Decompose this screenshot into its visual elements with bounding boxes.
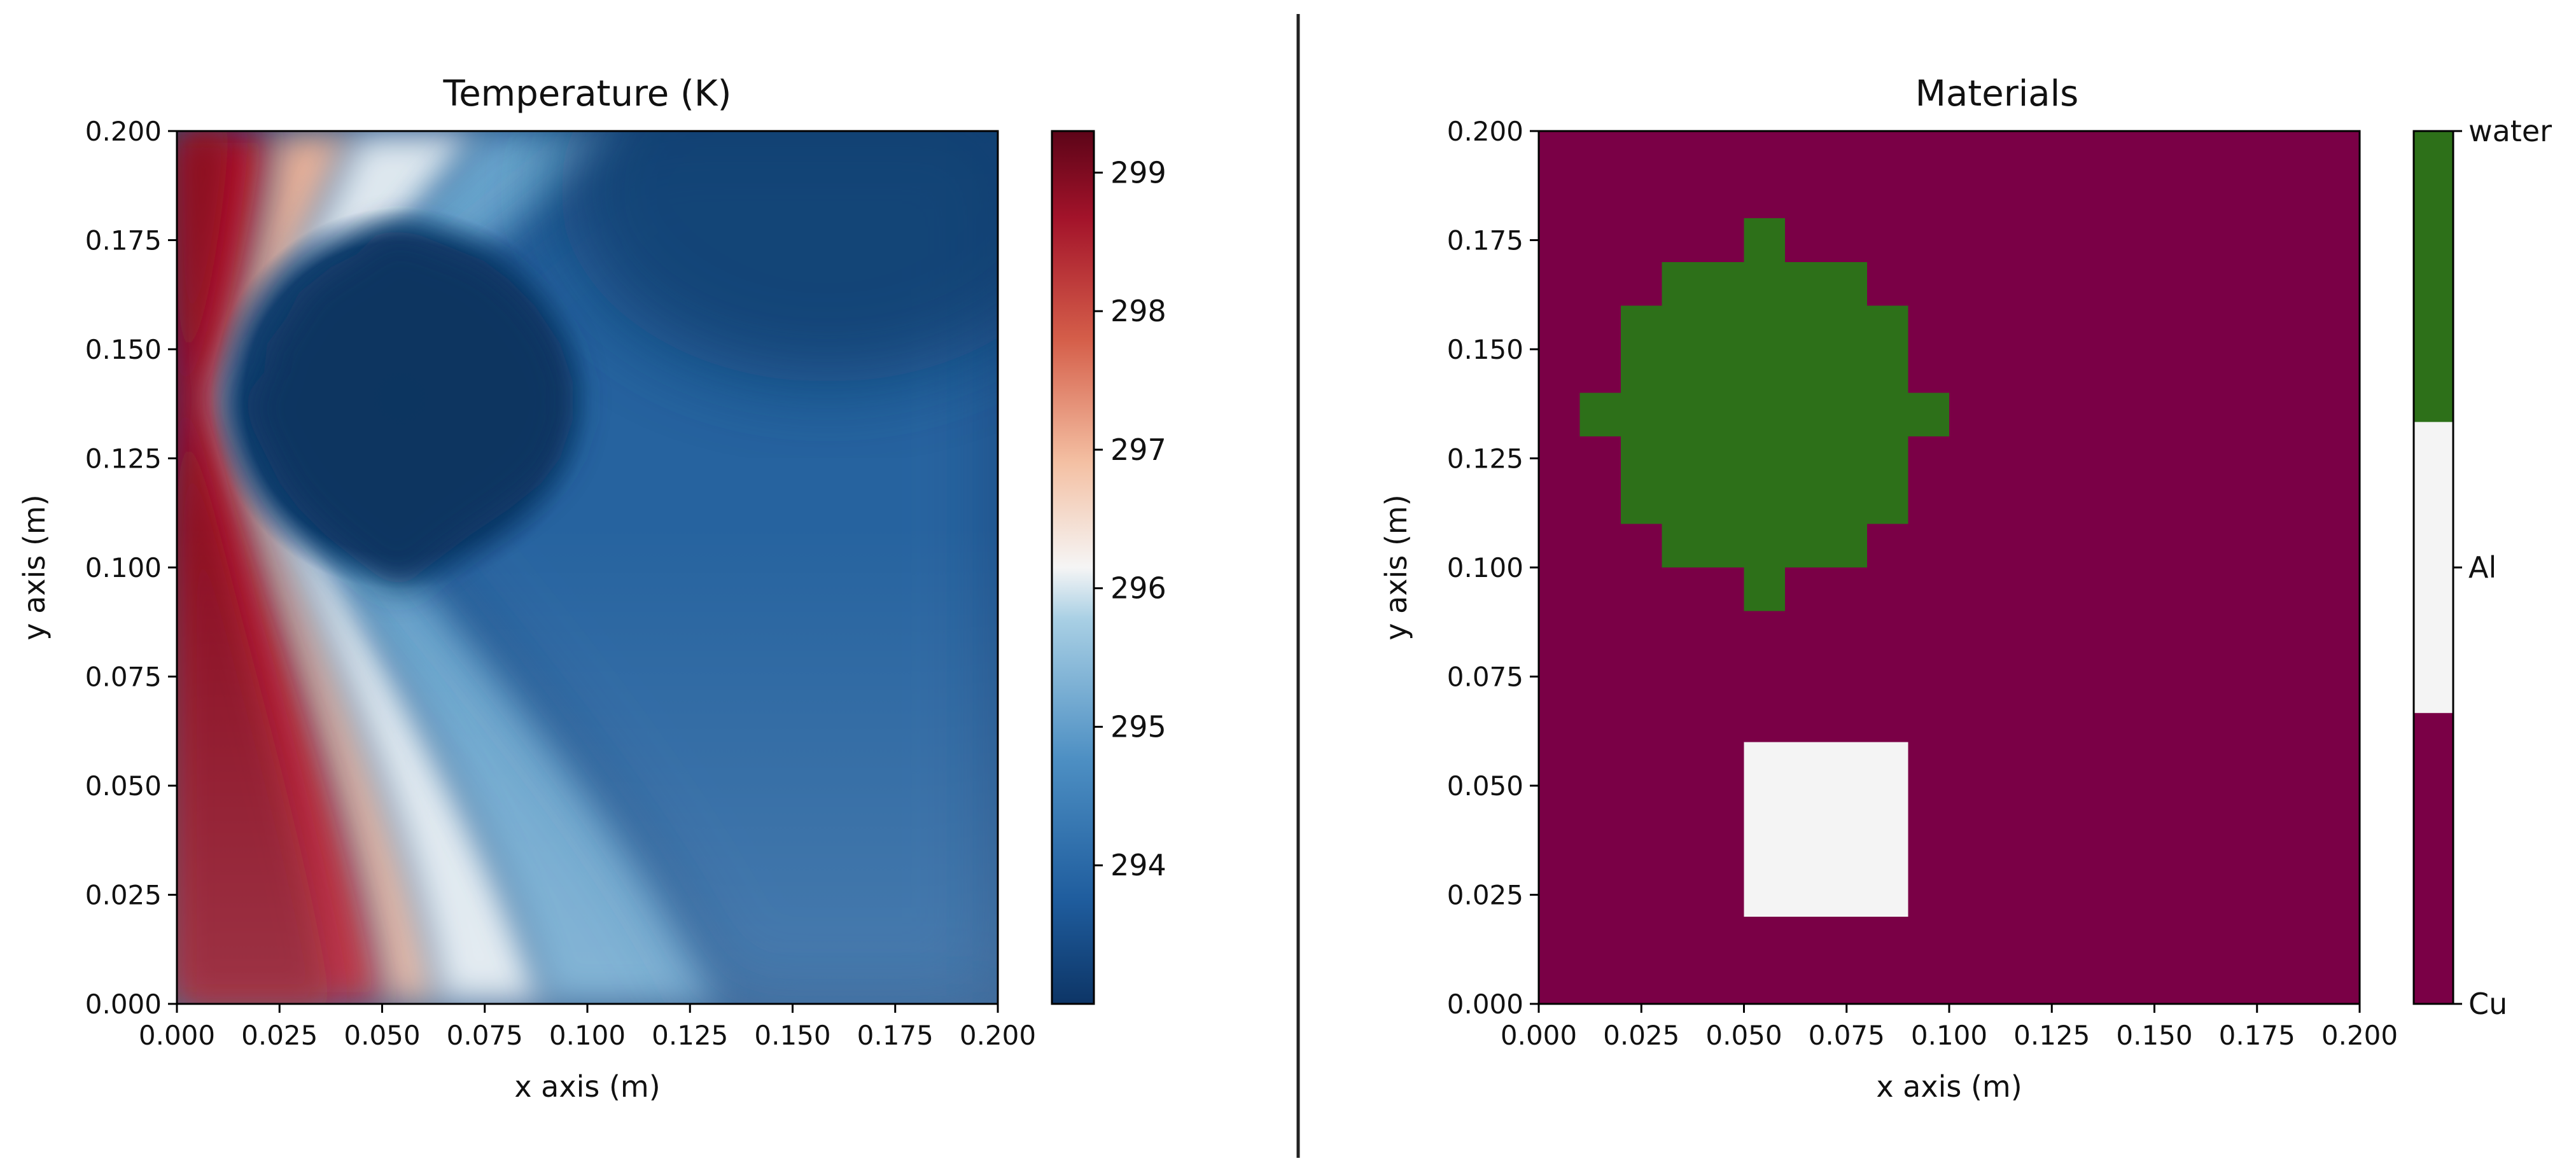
x-tick-label-right: 0.175 — [2219, 1020, 2295, 1051]
y-tick-label-left: 0.175 — [85, 225, 162, 256]
colorbar-tick-label: 297 — [1110, 433, 1166, 467]
x-tick-label-right: 0.150 — [2116, 1020, 2192, 1051]
y-tick-label-right: 0.150 — [1447, 334, 1523, 365]
colorbar-tick-label: 298 — [1110, 294, 1166, 328]
x-tick-label-left: 0.050 — [344, 1020, 420, 1051]
x-tick-label-right: 0.100 — [1911, 1020, 1987, 1051]
x-tick-label-right: 0.050 — [1705, 1020, 1782, 1051]
colorbar-tick-label: 299 — [1110, 155, 1166, 190]
y-tick-label-right: 0.050 — [1447, 770, 1523, 802]
x-tick-label-right: 0.075 — [1809, 1020, 1885, 1051]
materials-title: Materials — [1915, 73, 2079, 115]
y-tick-label-right: 0.075 — [1447, 662, 1523, 693]
y-tick-label-left: 0.100 — [85, 552, 162, 583]
colorbar-ticks-left: 294 295 296 297 298 299 — [1094, 155, 1166, 882]
y-axis-label-left: y axis (m) — [17, 494, 52, 640]
temperature-plot: Temperature (K) 0.000 0.025 0.050 0.075 0.10… — [17, 73, 1166, 1104]
y-tick-label-left: 0.025 — [85, 880, 162, 911]
x-tick-label-left: 0.075 — [447, 1020, 523, 1051]
temperature-field — [177, 131, 998, 1004]
materials-plot: Materials 0.000 0.025 0.050 0.075 0.100 0.125… — [1379, 73, 2552, 1104]
colorbar-tick-label: 295 — [1110, 709, 1166, 744]
x-tick-label-left: 0.200 — [960, 1020, 1036, 1051]
x-tick-label-right: 0.200 — [2321, 1020, 2398, 1051]
colorbar-category-label: water — [2468, 114, 2552, 148]
y-tick-label-left: 0.075 — [85, 662, 162, 693]
x-ticks-left: 0.000 0.025 0.050 0.075 0.100 0.125 0.150 0.175… — [139, 1004, 1036, 1051]
y-tick-label-right: 0.100 — [1447, 552, 1523, 583]
y-tick-label-right: 0.125 — [1447, 443, 1523, 475]
x-tick-label-left: 0.175 — [857, 1020, 934, 1051]
colorbar-category-label: Cu — [2468, 987, 2507, 1021]
y-ticks-right: 0.000 0.025 0.050 0.075 0.100 0.125 0.150 0.175… — [1447, 116, 1539, 1020]
y-tick-label-left: 0.200 — [85, 116, 162, 147]
y-tick-label-right: 0.000 — [1447, 989, 1523, 1020]
y-tick-label-left: 0.000 — [85, 989, 162, 1020]
x-tick-label-left: 0.150 — [754, 1020, 830, 1051]
x-tick-label-left: 0.125 — [652, 1020, 728, 1051]
colorbar-segment-water — [2414, 131, 2453, 422]
y-tick-label-left: 0.125 — [85, 443, 162, 475]
axes-frame-left — [176, 130, 999, 1005]
colorbar-category-label: Al — [2468, 550, 2496, 585]
al-region-cell — [1744, 742, 1908, 917]
x-tick-label-left: 0.025 — [241, 1020, 318, 1051]
x-tick-label-left: 0.100 — [549, 1020, 626, 1051]
materials-colorbar: Cu Al water — [2412, 114, 2552, 1021]
temperature-colorbar — [1052, 131, 1094, 1004]
y-axis-label-right: y axis (m) — [1379, 494, 1413, 640]
x-axis-label-left: x axis (m) — [514, 1069, 660, 1104]
y-tick-label-left: 0.050 — [85, 770, 162, 802]
y-tick-label-right: 0.200 — [1447, 116, 1523, 147]
x-tick-label-right: 0.125 — [2013, 1020, 2090, 1051]
colorbar-frame-left — [1051, 130, 1095, 1005]
colorbar-segment-cu — [2414, 713, 2453, 1004]
materials-map — [1539, 131, 2360, 1004]
temperature-title: Temperature (K) — [443, 73, 732, 115]
water-region-cell — [1579, 393, 1949, 437]
colorbar-segment-al — [2414, 422, 2453, 713]
y-ticks-left: 0.000 0.025 0.050 0.075 0.100 0.125 0.150 0.175… — [85, 116, 177, 1020]
x-tick-label-left: 0.000 — [139, 1020, 215, 1051]
y-tick-label-right: 0.175 — [1447, 225, 1523, 256]
x-axis-label-right: x axis (m) — [1876, 1069, 2022, 1104]
x-tick-label-right: 0.000 — [1501, 1020, 1577, 1051]
x-tick-label-right: 0.025 — [1603, 1020, 1679, 1051]
y-tick-label-left: 0.150 — [85, 334, 162, 365]
x-ticks-right: 0.000 0.025 0.050 0.075 0.100 0.125 0.150 0.175… — [1501, 1004, 2398, 1051]
axes-frame-right — [1537, 130, 2361, 1005]
colorbar-tick-label: 294 — [1110, 848, 1166, 882]
colorbar-tick-label: 296 — [1110, 571, 1166, 606]
y-tick-label-right: 0.025 — [1447, 880, 1523, 911]
